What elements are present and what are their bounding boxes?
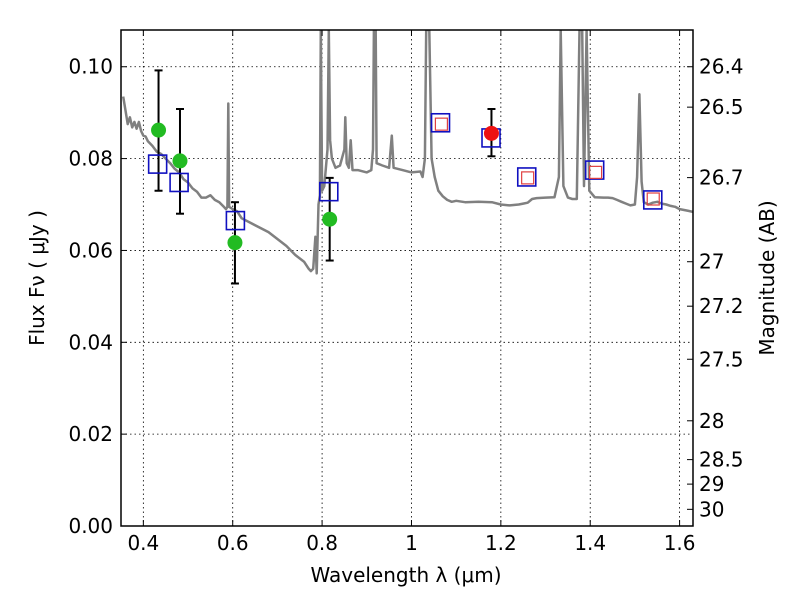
- magnitude-tick-label: 30: [699, 497, 724, 521]
- observed-point-green: [172, 153, 188, 169]
- magnitude-tick-label: 27.5: [699, 347, 744, 371]
- y-tick-label: 0.02: [68, 422, 113, 446]
- small-red-square: [588, 165, 603, 179]
- y-tick-label: 0.00: [68, 514, 113, 538]
- plot-frame: [120, 29, 694, 527]
- model-photometry-square: [318, 181, 339, 202]
- observed-point-red: [483, 125, 499, 141]
- x-tick-label: 1.6: [664, 531, 696, 555]
- magnitude-axis-label: Magnitude (AB): [755, 200, 779, 355]
- small-red-square: [434, 117, 449, 131]
- magnitude-tick-label: 29: [699, 472, 724, 496]
- x-axis-ticks: 0.4 0.6 0.8 1 1.2 1.4 1.6: [127, 30, 696, 555]
- x-axis-label: Wavelength λ (μm): [310, 563, 501, 587]
- x-tick-label: 0.6: [217, 531, 249, 555]
- small-red-square: [646, 192, 660, 206]
- small-red-square: [521, 171, 535, 185]
- model-photometry-square: [169, 172, 189, 193]
- observed-point-green: [322, 211, 338, 227]
- y-tick-label: 0.10: [68, 55, 113, 79]
- magnitude-tick-label: 27: [699, 250, 724, 274]
- model-photometry-square: [584, 160, 605, 180]
- model-photometry-square: [430, 112, 451, 133]
- y-axis-ticks: 0.00 0.02 0.04 0.06 0.08 0.10: [68, 55, 127, 538]
- y-axis-label: Flux Fν ( μJy ): [25, 210, 49, 346]
- observed-point-green: [151, 122, 167, 138]
- x-tick-label: 0.8: [306, 531, 338, 555]
- y-tick-label: 0.08: [68, 147, 113, 171]
- model-spectrum-line: [121, 30, 693, 275]
- model-photometry-square: [147, 154, 168, 174]
- magnitude-tick-label: 27.2: [699, 294, 744, 318]
- magnitude-tick-label: 28.5: [699, 448, 744, 472]
- y-tick-label: 0.04: [68, 330, 113, 354]
- x-tick-label: 1.2: [485, 531, 517, 555]
- magnitude-tick-label: 26.5: [699, 95, 744, 119]
- model-photometry-square: [516, 167, 537, 187]
- y-tick-label: 0.06: [68, 238, 113, 262]
- x-tick-label: 0.4: [127, 531, 159, 555]
- marker-layer: [147, 112, 663, 251]
- observed-point-green: [227, 235, 243, 251]
- errorbar-layer: [154, 69, 496, 285]
- magnitude-tick-label: 26.7: [699, 166, 744, 190]
- spectrum-layer: [121, 30, 693, 275]
- magnitude-tick-label: 28: [699, 409, 724, 433]
- x-tick-label: 1.4: [574, 531, 606, 555]
- magnitude-tick-label: 26.4: [699, 55, 744, 79]
- model-photometry-square: [225, 210, 246, 231]
- x-tick-label: 1: [405, 531, 418, 555]
- model-photometry-square: [642, 190, 663, 210]
